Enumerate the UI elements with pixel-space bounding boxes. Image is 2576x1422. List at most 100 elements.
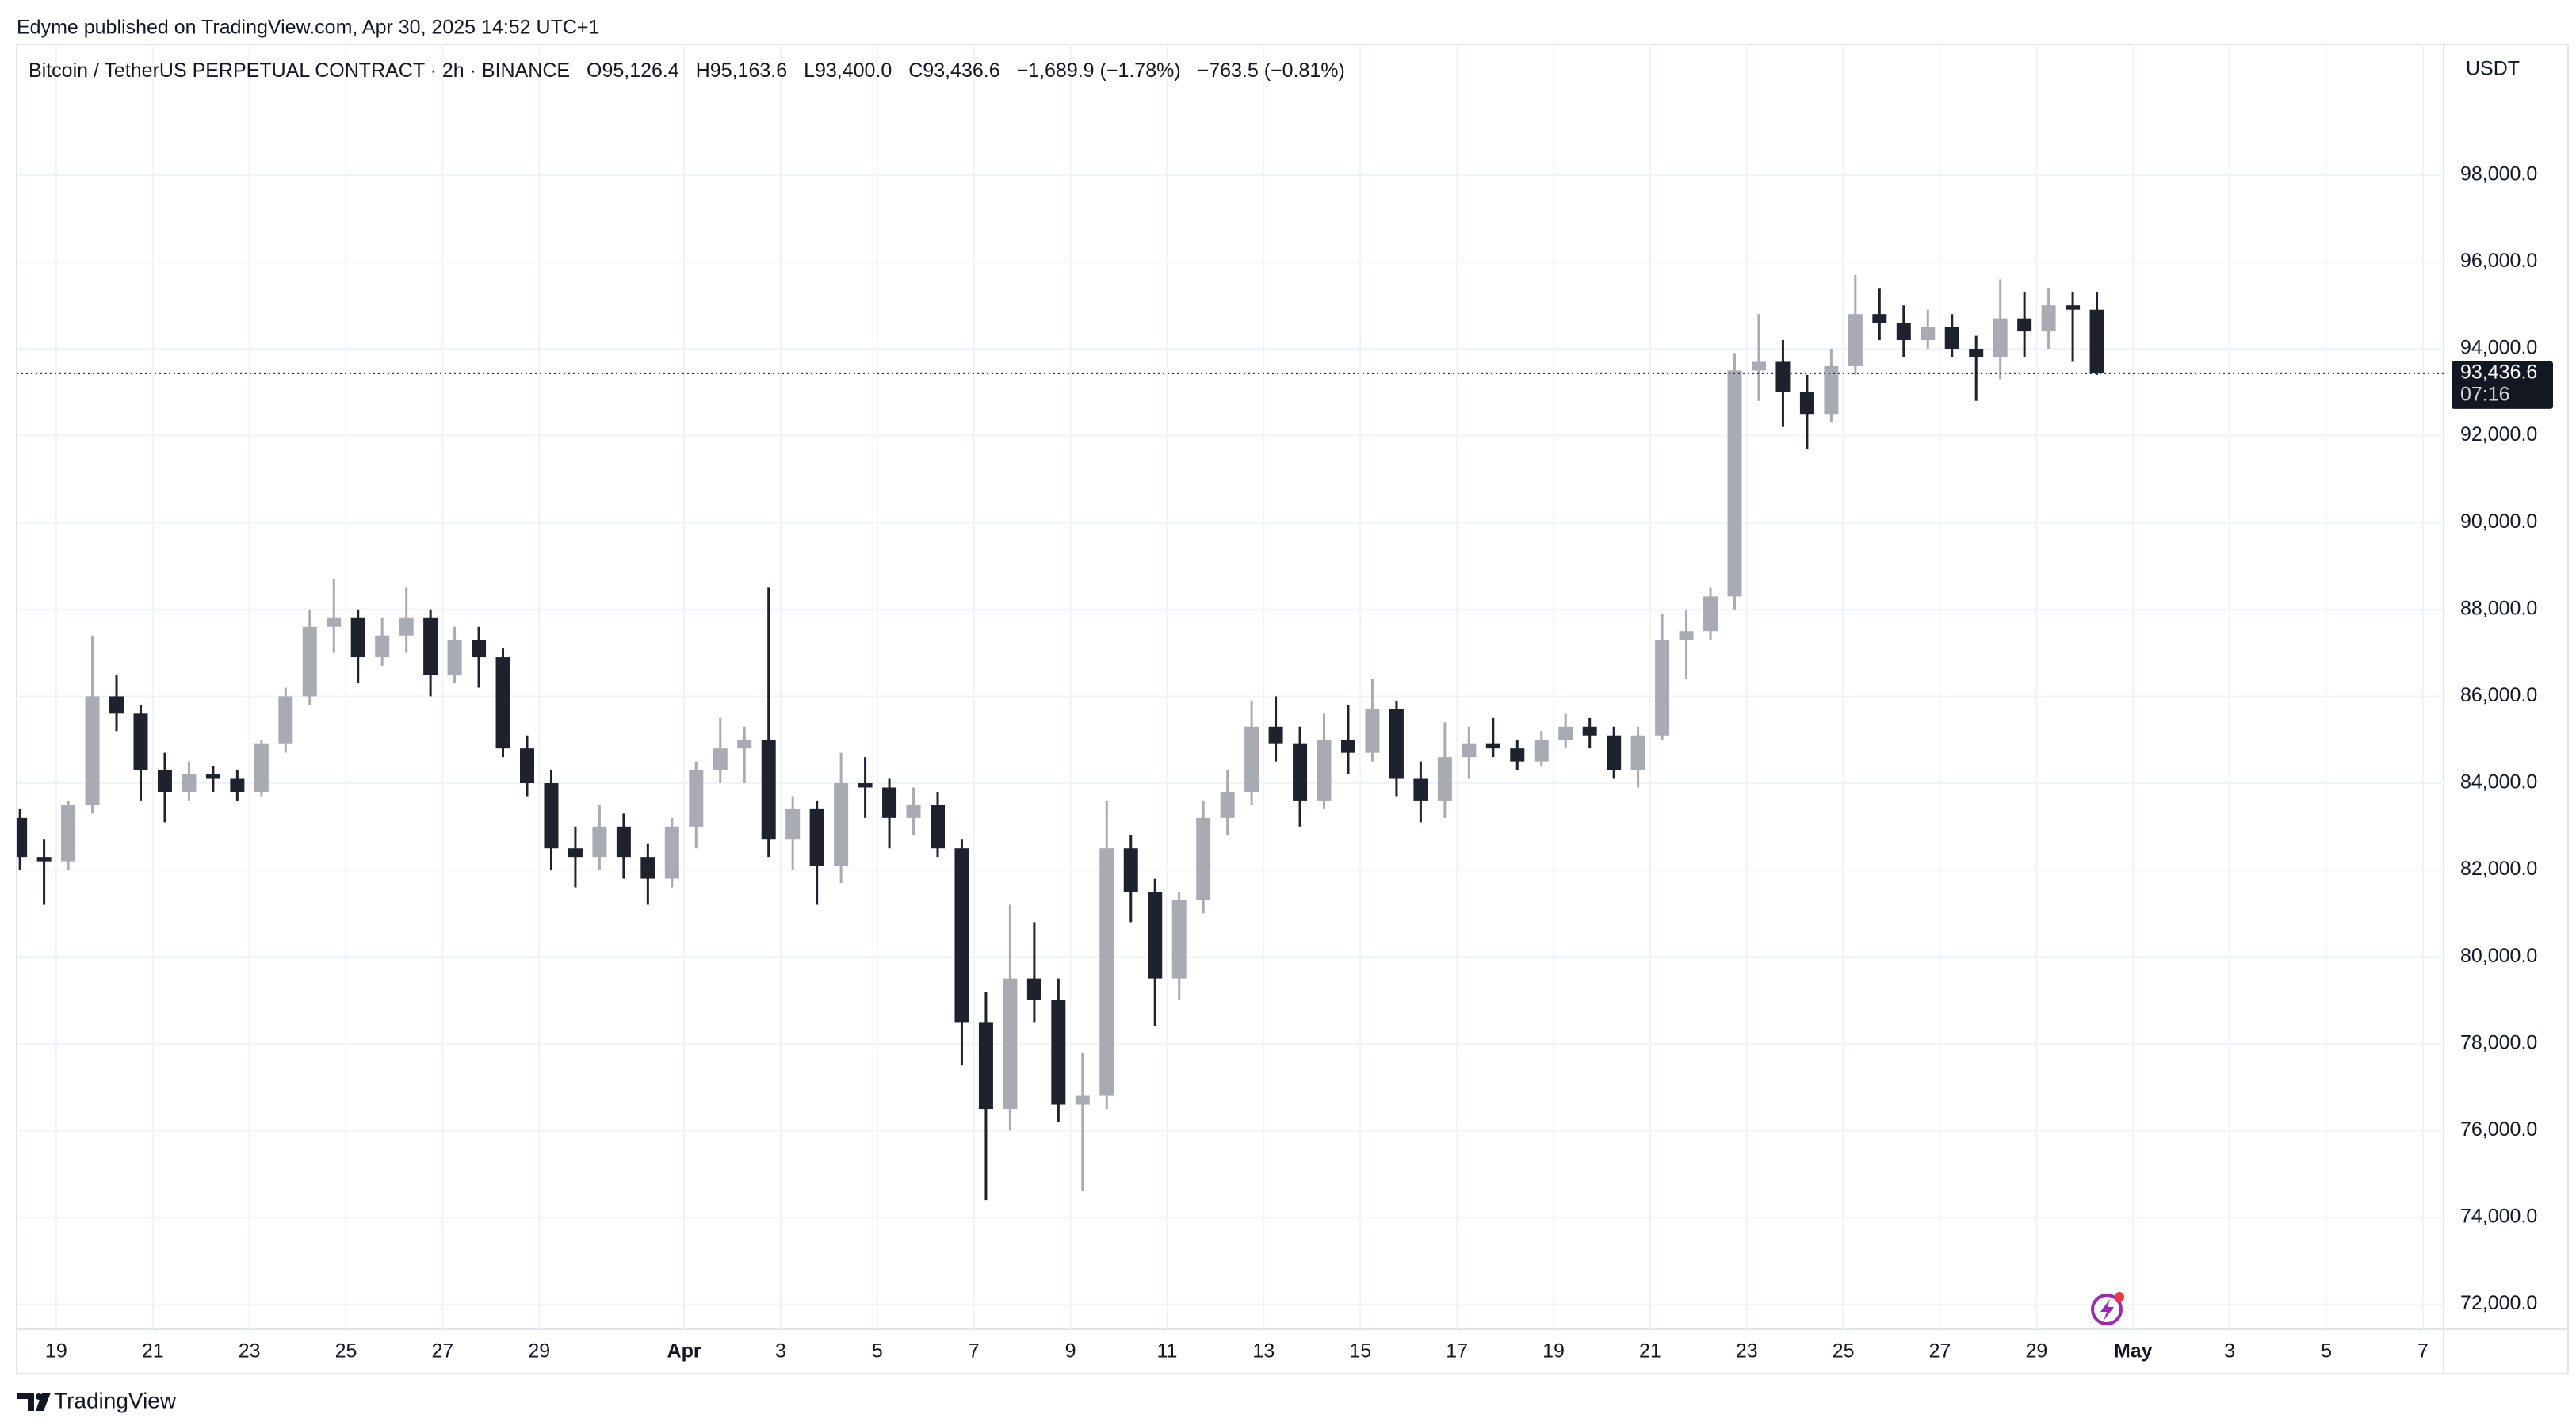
candle-body bbox=[1679, 631, 1694, 640]
candle-body bbox=[834, 783, 849, 866]
candle-body bbox=[109, 696, 124, 714]
currency-button[interactable] bbox=[2452, 49, 2563, 90]
legend-open: O95,126.4 bbox=[587, 59, 679, 82]
candle-body bbox=[809, 808, 824, 866]
candle-body bbox=[495, 657, 510, 749]
candle-body bbox=[954, 848, 969, 1023]
candle-body bbox=[1196, 817, 1211, 900]
legend-high: H95,163.6 bbox=[696, 59, 787, 82]
candle-body bbox=[1582, 726, 1597, 736]
candle-body bbox=[399, 617, 414, 636]
x-tick-label: 17 bbox=[1446, 1340, 1468, 1363]
candle-body bbox=[230, 778, 245, 792]
candle-body bbox=[1848, 314, 1863, 366]
axes: 72,000.0 74,000.0 76,000.0 78,000.0 80,000.0… bbox=[17, 162, 2553, 1363]
candle-body bbox=[1558, 726, 1573, 740]
candle-body bbox=[1437, 757, 1452, 801]
candle-body bbox=[327, 617, 342, 627]
candle-body bbox=[1824, 365, 1839, 415]
candle-body bbox=[1751, 361, 1766, 371]
candle-body bbox=[1485, 743, 1500, 749]
legend-low: L93,400.0 bbox=[804, 59, 892, 82]
footer-logo bbox=[17, 1393, 51, 1411]
x-tick-label: 29 bbox=[2025, 1340, 2047, 1363]
candle-body bbox=[1413, 778, 1428, 801]
x-tick-label: 15 bbox=[1349, 1340, 1371, 1363]
x-tick-label: 19 bbox=[1542, 1340, 1565, 1363]
candle-body bbox=[640, 857, 655, 879]
footer-brand: TradingView bbox=[54, 1388, 177, 1412]
x-tick-label: 23 bbox=[239, 1340, 261, 1363]
y-tick-label: 74,000.0 bbox=[2460, 1206, 2537, 1228]
x-tick-label: 11 bbox=[1156, 1340, 1177, 1363]
candles bbox=[17, 274, 2104, 1201]
candle-body bbox=[858, 783, 873, 788]
candle-body bbox=[2066, 305, 2081, 310]
candle-body bbox=[1775, 361, 1791, 392]
candle-body bbox=[1872, 314, 1887, 323]
candle-body bbox=[1244, 726, 1259, 792]
candle-body bbox=[1051, 1000, 1066, 1105]
candle-body bbox=[1389, 709, 1404, 779]
candle-body bbox=[17, 817, 28, 858]
candle-body bbox=[520, 748, 535, 784]
y-tick-label: 88,000.0 bbox=[2460, 597, 2537, 619]
candle-body bbox=[1003, 978, 1018, 1110]
candle-body bbox=[1703, 596, 1718, 632]
candle-body bbox=[1075, 1095, 1090, 1105]
candle-body bbox=[713, 748, 728, 770]
candle-body bbox=[1969, 349, 1984, 357]
y-tick-label: 82,000.0 bbox=[2460, 858, 2537, 880]
x-tick-label: 21 bbox=[142, 1340, 164, 1363]
legend-close: C93,436.6 bbox=[908, 59, 999, 82]
candle-body bbox=[1171, 900, 1187, 979]
x-tick-label: 9 bbox=[1065, 1340, 1076, 1363]
currency[interactable]: USDT bbox=[2466, 58, 2520, 80]
candle-body bbox=[375, 635, 390, 658]
y-tick-label: 76,000.0 bbox=[2460, 1118, 2537, 1141]
candle-body bbox=[2041, 305, 2056, 332]
last-price-label: 93,436.6 bbox=[2460, 361, 2537, 383]
candle-body bbox=[350, 617, 365, 658]
candle-body bbox=[1123, 848, 1138, 893]
candle-body bbox=[1462, 743, 1477, 758]
candle-body bbox=[1607, 735, 1622, 770]
y-tick-label: 80,000.0 bbox=[2460, 945, 2537, 967]
x-tick-label: 5 bbox=[2321, 1340, 2332, 1363]
candle-body bbox=[423, 617, 438, 675]
candle-body bbox=[544, 783, 559, 849]
candle-body bbox=[930, 805, 945, 849]
candle-body bbox=[568, 848, 583, 858]
frame bbox=[16, 44, 2569, 1374]
x-tick-label: 25 bbox=[1833, 1340, 1855, 1363]
candle-body bbox=[205, 774, 220, 779]
candle-body bbox=[1944, 327, 1959, 350]
candle-body bbox=[1148, 892, 1163, 979]
candle-body bbox=[785, 808, 801, 840]
candle-body bbox=[2017, 318, 2032, 332]
candle-body bbox=[978, 1022, 993, 1110]
x-tick-label: 27 bbox=[431, 1340, 453, 1363]
candle-body bbox=[1099, 848, 1114, 1096]
x-tick-label: 25 bbox=[335, 1340, 357, 1363]
candle-body bbox=[1220, 791, 1235, 818]
candle-body bbox=[592, 826, 607, 858]
x-tick-label: 7 bbox=[969, 1340, 980, 1363]
candle-body bbox=[1340, 740, 1355, 753]
candle-body bbox=[1317, 740, 1332, 801]
candle-body bbox=[1896, 323, 1911, 341]
x-tick-label: 7 bbox=[2417, 1340, 2429, 1363]
candle-body bbox=[1293, 743, 1308, 801]
y-tick-label: 96,000.0 bbox=[2460, 250, 2537, 272]
candle-body bbox=[1534, 740, 1549, 762]
x-tick-label: 19 bbox=[45, 1340, 67, 1363]
candle-body bbox=[1727, 370, 1742, 597]
spark-icon bbox=[2091, 1292, 2124, 1325]
legend: Bitcoin / TetherUS PERPETUAL CONTRACT · … bbox=[29, 59, 1345, 82]
candle-body bbox=[906, 805, 921, 818]
candle-body bbox=[85, 696, 100, 805]
candle-body bbox=[182, 774, 197, 792]
y-tick-label: 92,000.0 bbox=[2460, 423, 2537, 445]
candle-body bbox=[1799, 392, 1814, 415]
